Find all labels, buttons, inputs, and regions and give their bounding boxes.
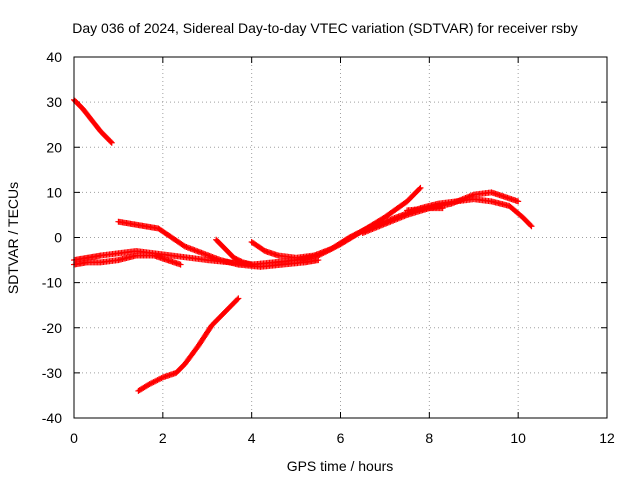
y-tick-label: -20 <box>42 320 62 336</box>
data-point <box>439 205 446 212</box>
x-tick-label: 6 <box>337 430 345 446</box>
data-point <box>417 184 424 191</box>
data-point <box>108 138 115 145</box>
grid-lines <box>74 57 607 418</box>
x-tick-label: 8 <box>425 430 433 446</box>
data-point <box>146 381 153 388</box>
data-point <box>515 198 522 205</box>
series-arc-1 <box>71 96 115 146</box>
series-arc-9 <box>404 205 446 214</box>
x-tick-label: 10 <box>510 430 526 446</box>
data-point <box>155 376 162 383</box>
chart-title: Day 036 of 2024, Sidereal Day-to-day VTE… <box>72 20 578 36</box>
series-arc-8 <box>359 189 522 236</box>
x-tick-label: 4 <box>248 430 256 446</box>
data-point <box>108 139 115 146</box>
x-axis-label: GPS time / hours <box>287 458 394 474</box>
data-point <box>158 375 165 382</box>
y-tick-label: 0 <box>54 230 62 246</box>
data-point <box>235 295 242 302</box>
data-point <box>147 380 154 387</box>
data-point <box>149 379 156 386</box>
y-tick-label: -30 <box>42 365 62 381</box>
data-point <box>234 296 241 303</box>
data-point <box>528 223 535 230</box>
data-point <box>248 261 255 268</box>
series-arc-4 <box>71 252 184 268</box>
data-point <box>315 257 322 264</box>
series-arc-2 <box>135 295 242 394</box>
y-tick-label: 30 <box>46 94 62 110</box>
x-tick-label: 12 <box>599 430 615 446</box>
data-point <box>416 185 423 192</box>
x-tick-labels: 0 2 4 6 8 10 12 <box>70 430 615 446</box>
data-point <box>150 379 157 386</box>
y-tick-label: 20 <box>46 139 62 155</box>
series-arc-6 <box>213 236 255 268</box>
data-point <box>153 377 160 384</box>
plot-frame <box>73 56 608 419</box>
y-tick-label: -10 <box>42 275 62 291</box>
y-tick-labels: -40 -30 -20 -10 0 10 20 30 40 <box>42 49 62 426</box>
data-point <box>151 378 158 385</box>
series-arc-7 <box>248 196 535 261</box>
data-point <box>177 261 184 268</box>
y-tick-label: -40 <box>42 410 62 426</box>
x-tick-label: 0 <box>70 430 78 446</box>
data-point <box>157 375 164 382</box>
data-point <box>154 377 161 384</box>
data-series <box>71 96 535 394</box>
x-tick-label: 2 <box>159 430 167 446</box>
y-tick-label: 40 <box>46 49 62 65</box>
y-tick-label: 10 <box>46 184 62 200</box>
data-point <box>527 222 534 229</box>
y-axis-label: SDTVAR / TECUs <box>5 182 21 294</box>
